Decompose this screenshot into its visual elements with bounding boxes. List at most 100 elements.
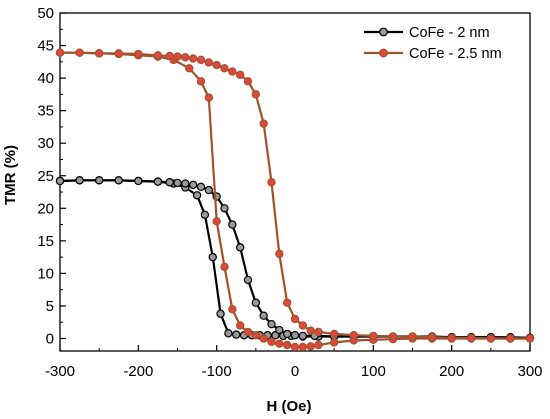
data-point bbox=[314, 327, 323, 337]
data-point bbox=[94, 49, 104, 58]
data-point bbox=[282, 298, 292, 307]
x-tick-label: -100 bbox=[202, 363, 232, 380]
data-point bbox=[298, 321, 308, 330]
data-point bbox=[165, 51, 174, 61]
data-point bbox=[75, 176, 84, 185]
data-point bbox=[153, 51, 163, 60]
data-point bbox=[153, 177, 163, 186]
y-tick-label: 35 bbox=[37, 103, 54, 120]
legend-label: CoFe - 2 nm bbox=[409, 25, 490, 41]
data-point bbox=[196, 182, 206, 192]
data-point bbox=[290, 331, 300, 340]
data-point bbox=[228, 305, 237, 314]
data-point bbox=[204, 93, 214, 102]
series-line bbox=[59, 179, 531, 339]
data-point bbox=[114, 176, 123, 185]
data-point bbox=[298, 342, 308, 352]
data-point bbox=[196, 77, 206, 86]
x-tick-label: 100 bbox=[361, 363, 386, 380]
data-point bbox=[251, 331, 261, 340]
data-point bbox=[232, 330, 241, 339]
legend-marker bbox=[379, 27, 388, 37]
data-point bbox=[165, 178, 174, 187]
data-point bbox=[208, 252, 217, 262]
data-point bbox=[188, 180, 198, 190]
data-point bbox=[181, 179, 190, 188]
legend-label: CoFe - 2.5 nm bbox=[409, 46, 502, 62]
x-tick-label: -300 bbox=[45, 363, 75, 380]
data-point bbox=[134, 176, 143, 186]
y-axis-title: TMR (%) bbox=[2, 145, 19, 205]
data-point bbox=[267, 178, 276, 187]
y-tick-label: 20 bbox=[37, 200, 54, 217]
data-point bbox=[235, 243, 245, 252]
x-tick-label: 300 bbox=[517, 363, 542, 380]
y-tick-label: 40 bbox=[37, 70, 54, 87]
data-point bbox=[314, 340, 323, 350]
x-axis-title: H (Oe) bbox=[267, 398, 312, 415]
data-point bbox=[282, 329, 292, 339]
data-point bbox=[290, 342, 300, 352]
legend: CoFe - 2 nm CoFe - 2.5 nm bbox=[364, 25, 502, 62]
y-tick-label: 15 bbox=[37, 233, 54, 250]
data-point bbox=[235, 70, 245, 80]
series-line bbox=[59, 179, 530, 339]
series-line bbox=[60, 51, 530, 349]
data-point bbox=[259, 334, 268, 343]
y-tick-label: 25 bbox=[37, 168, 54, 185]
y-tick-label: 45 bbox=[37, 38, 54, 55]
data-point bbox=[224, 329, 233, 338]
data-point bbox=[235, 321, 245, 330]
data-point bbox=[329, 338, 339, 347]
data-point bbox=[181, 53, 190, 62]
data-point bbox=[173, 178, 182, 188]
y-tick-label: 5 bbox=[46, 298, 54, 315]
data-point bbox=[134, 49, 143, 59]
data-point bbox=[290, 314, 300, 324]
data-point bbox=[192, 191, 202, 200]
data-point bbox=[275, 339, 284, 348]
data-point bbox=[408, 332, 417, 341]
data-point bbox=[185, 64, 194, 73]
data-point bbox=[298, 331, 308, 341]
data-point bbox=[267, 337, 276, 346]
x-tick-label: -200 bbox=[123, 363, 153, 380]
data-point bbox=[467, 333, 476, 343]
data-point bbox=[243, 77, 253, 86]
data-point bbox=[243, 275, 253, 285]
data-point bbox=[259, 119, 268, 128]
legend-marker bbox=[379, 48, 388, 58]
y-tick-label: 0 bbox=[46, 331, 54, 348]
data-point bbox=[306, 342, 315, 351]
data-point bbox=[447, 333, 456, 343]
data-point bbox=[55, 176, 65, 186]
data-point bbox=[251, 298, 261, 307]
data-point bbox=[259, 311, 268, 320]
data-point bbox=[275, 325, 284, 335]
x-tick-label: 200 bbox=[439, 363, 464, 380]
data-point bbox=[369, 331, 378, 341]
data-point bbox=[220, 204, 229, 213]
data-point bbox=[251, 90, 261, 99]
data-point bbox=[200, 210, 210, 220]
data-point bbox=[275, 249, 284, 259]
data-point bbox=[212, 60, 221, 70]
data-point bbox=[196, 55, 206, 65]
data-point bbox=[188, 54, 198, 63]
data-point bbox=[55, 48, 65, 57]
data-point bbox=[114, 49, 123, 58]
data-point bbox=[243, 327, 253, 337]
data-point bbox=[94, 176, 104, 185]
data-point bbox=[216, 309, 225, 318]
data-point bbox=[506, 334, 515, 343]
data-point bbox=[486, 334, 496, 343]
data-point bbox=[306, 326, 315, 335]
data-point bbox=[388, 332, 398, 341]
data-point bbox=[282, 340, 292, 350]
data-point bbox=[220, 64, 229, 73]
plot-frame bbox=[59, 12, 531, 352]
series-cofe-2-5nm bbox=[55, 48, 535, 352]
y-tick-label: 50 bbox=[37, 5, 54, 22]
data-point bbox=[220, 262, 229, 272]
data-point bbox=[525, 334, 535, 343]
